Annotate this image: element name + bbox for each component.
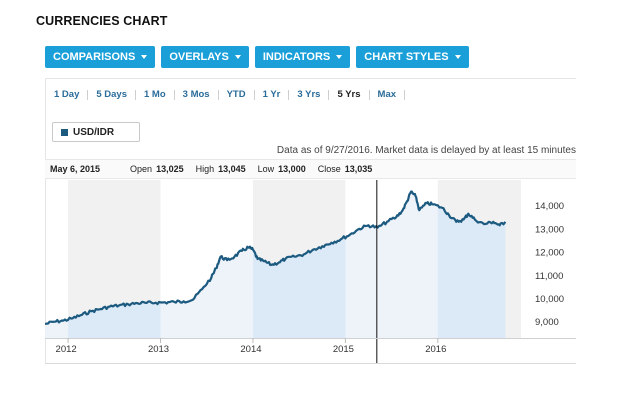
chevron-down-icon [141,55,148,59]
data-as-of-note: Data as of 9/27/2016. Market data is del… [276,145,576,156]
y-axis: 9,000 10,000 11,000 12,000 13,000 14,000 [535,201,564,328]
chart-styles-label: CHART STYLES [364,51,449,63]
x-axis: 2012 2013 2014 2015 2016 [45,338,576,355]
page-title: CURRENCIES CHART [36,14,168,28]
range-divider [404,89,406,100]
y-tick-label: 12,000 [535,248,564,259]
chart-toolbar: COMPARISONS OVERLAYS INDICATORS CHART ST… [45,46,469,68]
y-tick-label: 13,000 [535,224,564,235]
comparisons-label: COMPARISONS [53,51,136,63]
range-5-days[interactable]: 5 Days [96,89,127,100]
overlays-label: OVERLAYS [169,51,229,63]
indicators-button[interactable]: INDICATORS [254,46,351,68]
range-1-day[interactable]: 1 Day [54,89,80,100]
y-tick-label: 11,000 [535,271,563,282]
chevron-down-icon [234,55,241,59]
range-divider [368,89,370,100]
chevron-down-icon [454,55,461,59]
symbol-label: USD/IDR [73,126,115,138]
y-tick-label: 10,000 [535,294,564,305]
range-max[interactable]: Max [377,89,397,100]
high-label: High [195,164,215,174]
time-range-selector: 1 Day 5 Days 1 Mo 3 Mos YTD 1 Yr 3 Yrs 5… [52,89,406,100]
y-tick-label: 9,000 [535,317,559,328]
price-chart[interactable]: 9,000 10,000 11,000 12,000 13,000 14,000 2012… [45,180,576,364]
chart-styles-button[interactable]: CHART STYLES [356,46,469,68]
chevron-down-icon [336,55,343,59]
range-1-yr[interactable]: 1 Yr [262,89,281,100]
close-label: Close [317,164,341,174]
x-tick-label: 2013 [148,344,169,355]
x-tick-label: 2015 [333,344,354,355]
overlays-button[interactable]: OVERLAYS [161,46,249,68]
range-divider [135,89,136,100]
range-ytd[interactable]: YTD [226,89,246,100]
open-value: 13,025 [156,164,184,174]
y-tick-label: 14,000 [535,201,564,212]
series-color-swatch [61,128,68,136]
open-label: Open [130,164,153,174]
price-line [45,190,507,326]
range-3-mos[interactable]: 3 Mos [182,89,210,100]
comparisons-button[interactable]: COMPARISONS [45,46,156,68]
range-divider [253,89,255,100]
x-tick-label: 2014 [240,344,261,355]
low-label: Low [257,164,275,174]
range-divider [173,89,175,100]
low-value: 13,000 [278,164,306,174]
chart-bottom-border [45,363,576,364]
indicators-label: INDICATORS [262,51,331,63]
series-line-usd-idr [45,190,507,326]
symbol-legend-usd-idr[interactable]: USD/IDR [52,122,140,142]
close-value: 13,035 [344,164,373,174]
range-3-yrs[interactable]: 3 Yrs [297,89,321,100]
ohlc-date: May 6, 2015 [50,164,101,174]
range-divider [328,89,330,100]
range-divider [288,89,290,100]
range-5-yrs[interactable]: 5 Yrs [337,89,361,100]
x-tick-label: 2016 [425,344,446,355]
range-1-mo[interactable]: 1 Mo [144,89,166,100]
chart-panel [45,78,576,364]
ohlc-readout: May 6, 2015 Open 13,025 High 13,045 Low … [45,159,576,179]
x-tick-label: 2012 [56,344,77,355]
range-divider [217,89,219,100]
range-divider [87,89,89,100]
high-value: 13,045 [218,164,246,174]
